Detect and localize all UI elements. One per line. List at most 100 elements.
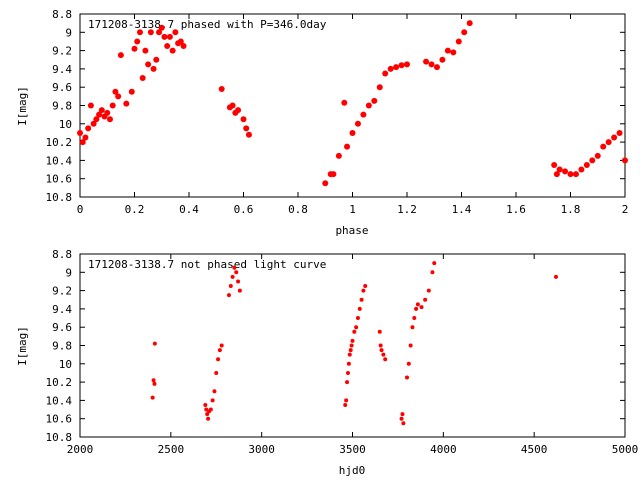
y-tick-label: 8.8 [52,8,72,21]
data-point [237,288,242,293]
data-point [210,398,215,403]
data-point [169,47,176,54]
data-point [376,84,383,91]
y-tick-label: 10.4 [46,394,73,407]
x-tick-label: 0.2 [125,203,145,216]
y-tick-label: 10.2 [46,376,73,389]
data-point [423,58,430,65]
data-point [616,129,623,136]
data-point [98,107,105,114]
data-point [150,65,157,72]
data-point [236,279,241,284]
data-point [217,348,222,353]
data-point [123,100,130,107]
x-tick-label: 2500 [158,443,185,456]
data-point [214,370,219,375]
data-point [142,47,149,54]
y-tick-label: 10 [59,118,72,131]
x-tick-label: 1.8 [561,203,581,216]
x-tick-label: 2 [622,203,629,216]
data-point [572,171,579,178]
data-point [322,180,329,187]
data-point [428,61,435,68]
data-point [77,129,83,136]
x-tick-label: 0 [77,203,84,216]
data-point [352,329,357,334]
data-point [245,131,252,138]
chart-title: 171208-3138.7 phased with P=346.0day [88,18,327,31]
data-point [371,97,378,104]
y-tick-label: 10.2 [46,136,73,149]
y-tick-label: 9 [65,266,72,279]
axis-ticks: 2000 2500 3000 3500 4000 4500 5000 8.8 9 9.2 9.4 9.… [46,248,639,456]
data-point [357,306,362,311]
data-point [330,171,337,178]
data-point [93,116,100,123]
data-point [426,288,431,293]
data-point [335,152,342,159]
y-tick-label: 9.8 [52,340,72,353]
y-tick-label: 9.4 [52,63,72,76]
data-point [151,378,156,383]
data-points [77,20,628,187]
data-point [583,161,590,168]
y-tick-label: 10.8 [46,191,73,204]
data-point [349,129,356,136]
x-tick-label: 5000 [612,443,639,456]
data-point [106,116,113,123]
data-point [345,370,350,375]
y-tick-label: 10.6 [46,173,73,186]
data-point [363,284,368,289]
y-tick-label: 10.8 [46,431,73,444]
data-point [410,325,415,330]
data-point [347,352,352,357]
data-point [359,297,364,302]
data-point [85,125,92,132]
data-point [461,29,468,36]
plot-frame [79,13,626,198]
data-point [415,302,420,307]
data-point [553,274,558,279]
data-point [578,166,585,173]
data-point [112,88,119,95]
data-point [404,61,410,68]
data-point [161,33,168,40]
data-point [381,352,386,357]
data-point [393,64,400,71]
data-point [228,284,233,289]
data-point [551,161,558,168]
data-point [234,270,239,275]
data-point [405,375,409,380]
data-point [172,29,179,36]
data-point [203,402,208,407]
data-point [349,343,354,348]
data-point [177,38,184,45]
data-point [567,171,574,178]
data-point [145,61,152,68]
data-point [423,297,428,302]
data-point [594,152,601,159]
data-point [226,293,231,298]
data-point [136,29,143,36]
data-point [622,157,628,164]
x-tick-label: 2000 [67,443,94,456]
x-tick-label: 0.4 [179,203,199,216]
y-tick-label: 9.2 [52,285,72,298]
data-point [344,398,349,403]
data-point [90,120,97,127]
data-point [378,343,383,348]
data-point [156,29,163,36]
data-point [406,361,411,366]
data-point [439,56,446,63]
x-axis-label: phase [335,224,368,237]
y-tick-label: 10.4 [46,154,73,167]
data-point [341,99,348,106]
y-tick-label: 8.8 [52,248,72,261]
data-point [600,143,607,150]
x-tick-label: 0.6 [234,203,254,216]
data-point [398,62,405,69]
data-point [208,407,213,412]
data-point [611,134,618,141]
data-point [365,102,372,109]
